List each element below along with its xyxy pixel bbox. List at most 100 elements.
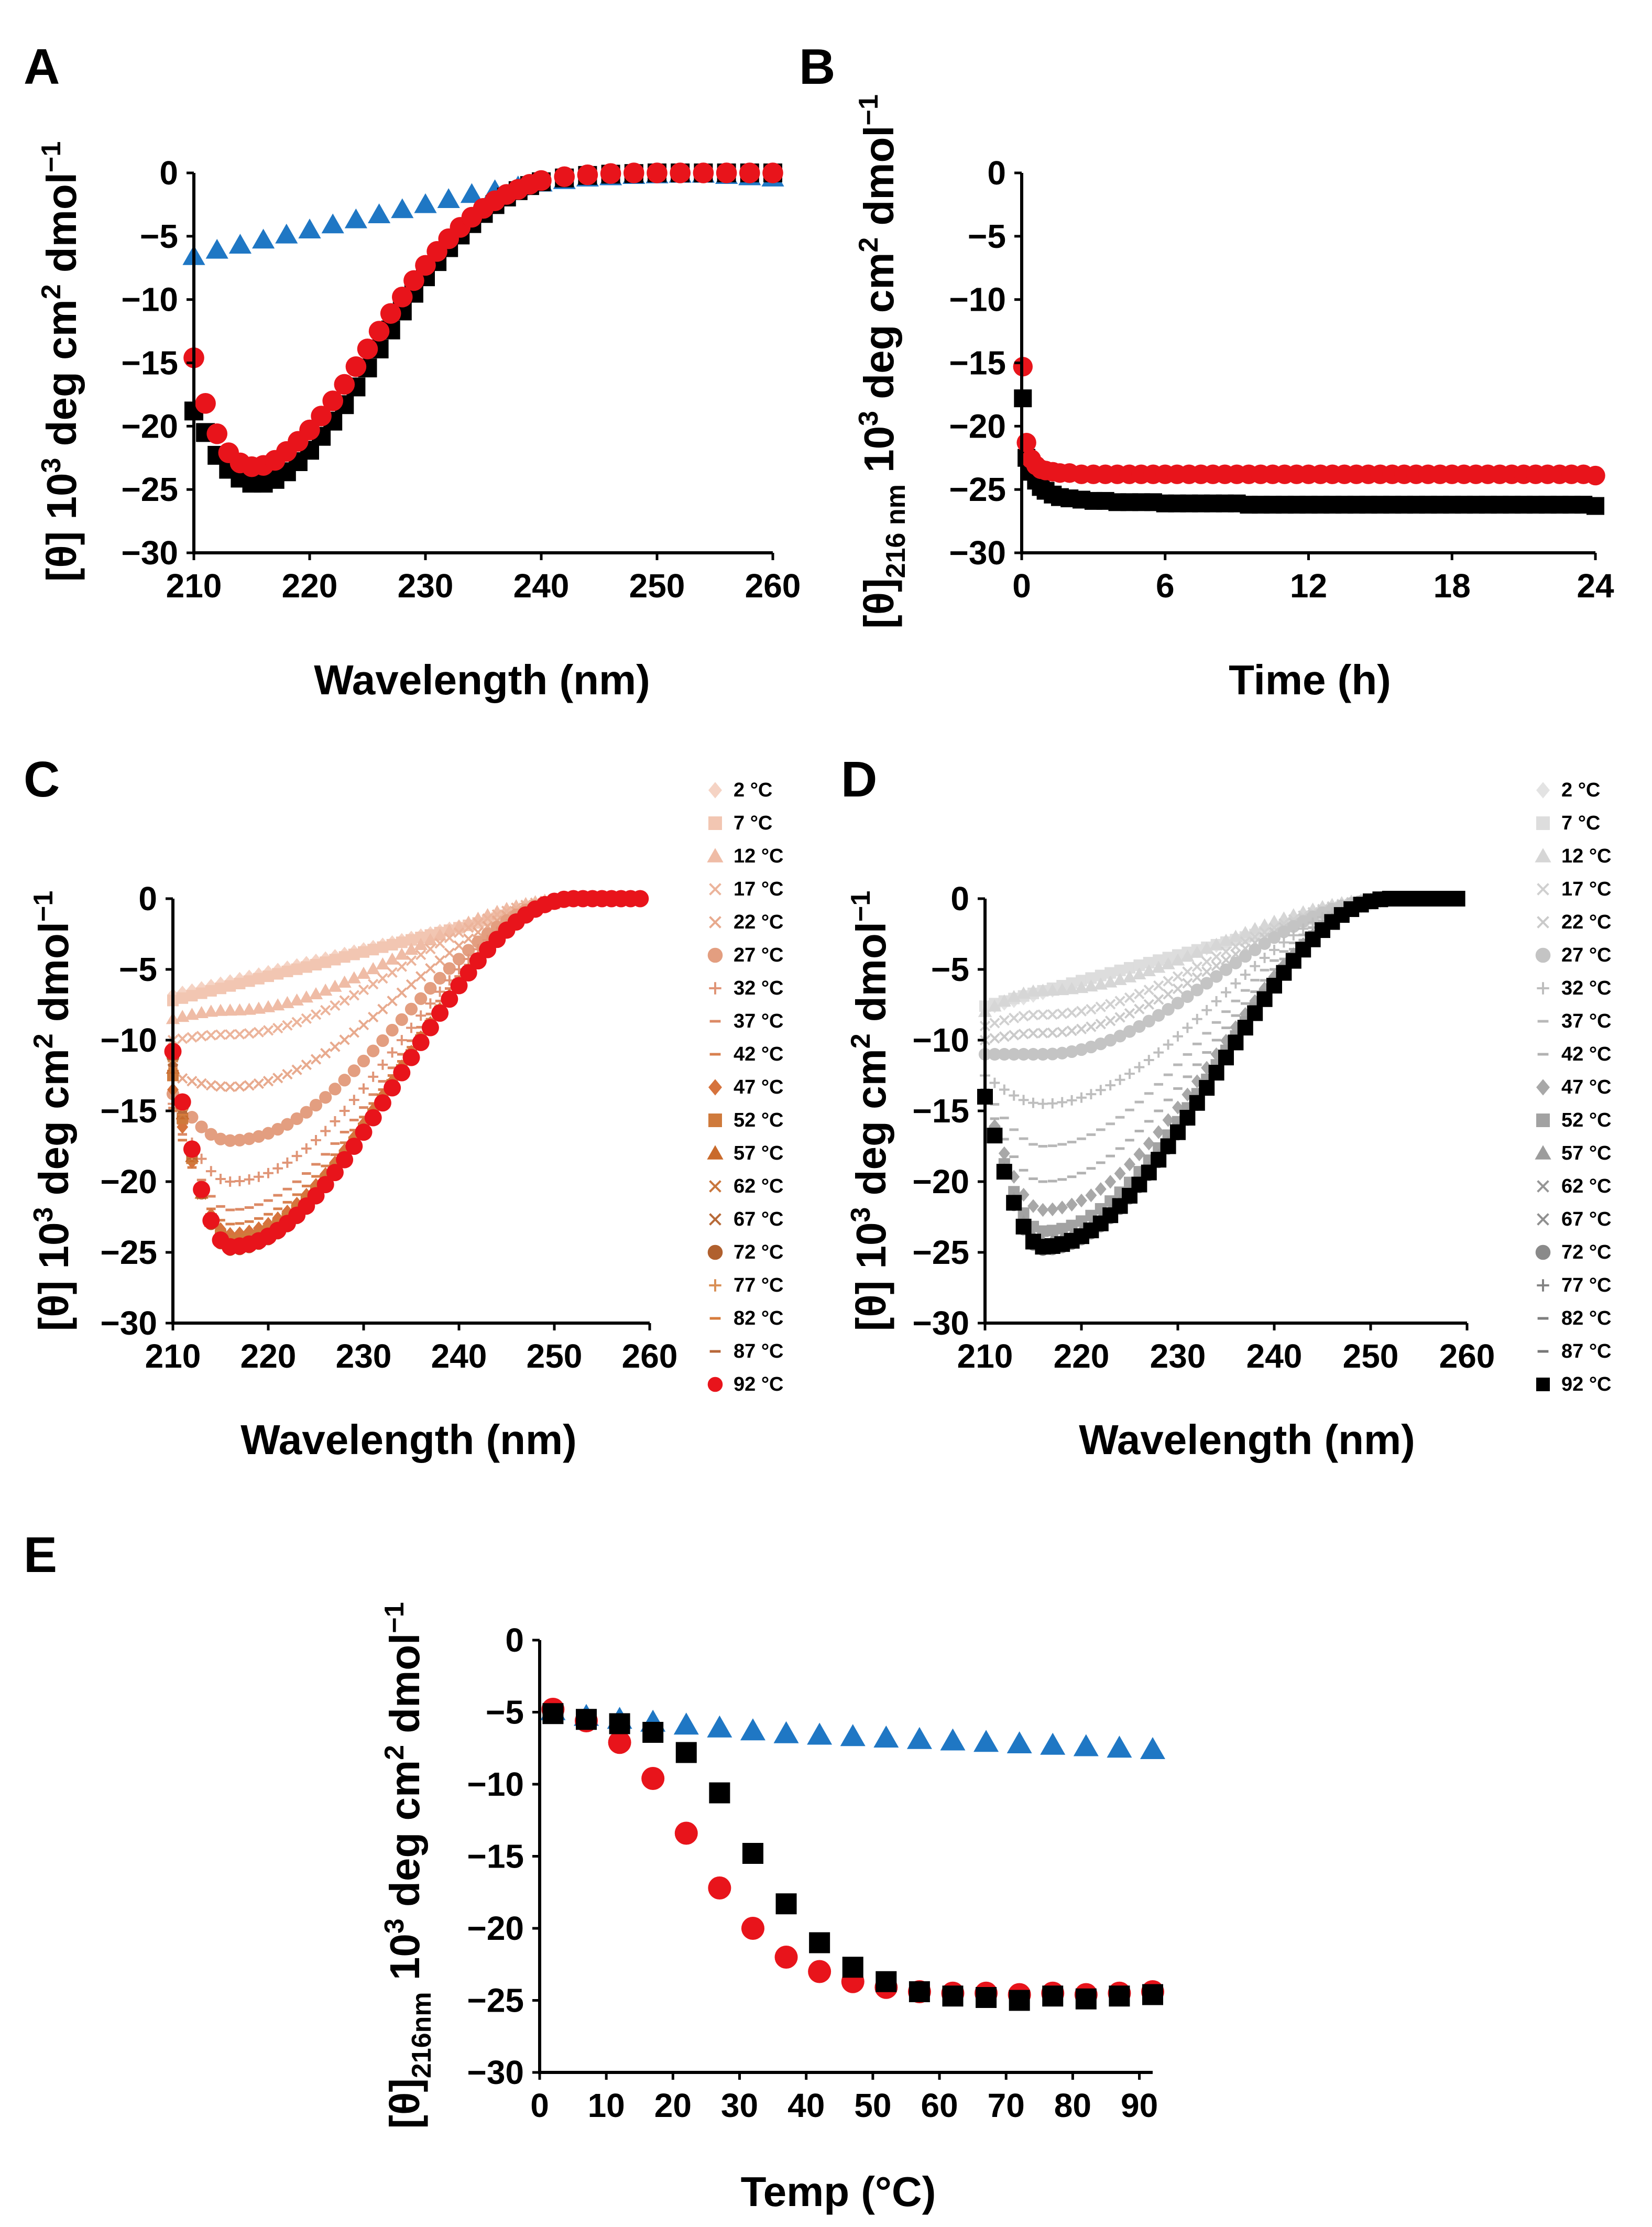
data-point-c-5	[204, 1128, 217, 1141]
data-point-black-square	[909, 1981, 930, 2002]
units-ten: 10	[38, 473, 85, 520]
theta-symbol: [θ]	[848, 1281, 894, 1331]
data-point-d-18	[987, 1128, 1003, 1144]
data-point-d-3	[1095, 1001, 1107, 1012]
data-point-c-4	[291, 1064, 302, 1075]
data-point-d-3	[1172, 971, 1184, 982]
data-point-d-4	[989, 1033, 1000, 1044]
data-point-blue-triangle	[391, 198, 414, 219]
data-point-d-5	[1181, 990, 1194, 1003]
data-point-c-18	[441, 990, 458, 1008]
data-point-d-9	[1076, 1193, 1087, 1208]
data-point-d-3	[1201, 956, 1212, 967]
legend-label: 47 °C	[1561, 1076, 1611, 1098]
data-point-d-2	[1132, 967, 1146, 980]
theta-symbol: [θ]	[856, 578, 902, 629]
data-point-d-5	[1008, 1047, 1021, 1061]
data-point-black-square	[642, 1722, 664, 1743]
data-point-d-18	[1449, 891, 1465, 907]
data-point-c-4	[348, 1027, 360, 1038]
data-point-red-circle	[403, 270, 424, 291]
data-point-c-18	[631, 890, 649, 908]
x-tick-label: 250	[527, 1337, 583, 1375]
data-point-red-circle	[311, 406, 332, 427]
panel-b-y-ticks: 0 −5 −10 −15 −20 −25 −30	[949, 154, 1022, 572]
y-tick-label: −5	[968, 217, 1006, 255]
panel-e-y-label: [θ]216nm 103 deg cm2 dmol−1	[379, 1602, 437, 2128]
y-tick-label: −20	[467, 1909, 524, 1947]
legend-label: 42 °C	[1561, 1043, 1611, 1065]
legend-swatch	[707, 1145, 724, 1160]
data-point-d-5	[998, 1047, 1011, 1061]
data-point-d-9	[1095, 1182, 1107, 1196]
data-point-d-3	[1153, 980, 1164, 991]
data-point-d-1	[1114, 964, 1126, 976]
legend-swatch	[1537, 916, 1549, 929]
data-point-c-1	[224, 980, 236, 992]
data-point-c-3	[339, 995, 350, 1006]
data-point-c-1	[243, 975, 255, 987]
data-point-d-6	[1182, 1022, 1193, 1033]
data-point-d-3	[1018, 1011, 1029, 1022]
data-point-red-circle	[641, 1767, 665, 1790]
data-point-c-18	[355, 1123, 373, 1141]
data-point-d-5	[1287, 920, 1300, 933]
y-tick-label: 0	[505, 1621, 524, 1659]
data-point-d-6	[1269, 944, 1279, 955]
panel-d-legend: 2 °C 7 °C 12 °C 17 °C 22 °C 27 °C 32 °C 37 °C 42…	[1535, 779, 1611, 1395]
data-point-d-10	[1046, 1225, 1058, 1237]
x-tick-label: 24	[1577, 567, 1614, 605]
legend-swatch	[1536, 1378, 1550, 1391]
data-point-d-3	[1134, 988, 1145, 1000]
data-point-c-18	[393, 1064, 411, 1082]
panel-label-d: D	[841, 751, 877, 807]
units-exp-neg1: −1	[854, 94, 884, 125]
legend-label: 17 °C	[1561, 878, 1611, 900]
legend-swatch	[708, 782, 722, 799]
data-point-d-3	[1076, 1006, 1087, 1017]
data-point-c-3	[444, 932, 455, 944]
data-point-d-5	[1046, 1047, 1059, 1061]
legend-swatch	[1537, 1279, 1549, 1292]
data-point-c-5	[433, 971, 446, 985]
data-point-c-2	[404, 943, 419, 955]
data-point-d-6	[1086, 1089, 1097, 1100]
data-point-c-5	[290, 1112, 303, 1126]
data-point-c-18	[421, 1019, 439, 1036]
legend-swatch	[1535, 947, 1551, 963]
theta-symbol: [θ]	[381, 2078, 428, 2129]
data-point-c-4	[224, 1081, 236, 1093]
data-point-red-circle	[554, 166, 575, 188]
panel-a-x-ticks: 210 220 230 240 250 260	[166, 553, 801, 605]
legend-label: 67 °C	[1561, 1208, 1611, 1230]
data-point-blue-triangle	[840, 1724, 866, 1746]
data-point-c-18	[384, 1079, 401, 1097]
data-point-red-circle	[195, 393, 216, 414]
panel-label-a: A	[24, 39, 60, 95]
data-point-red-circle	[368, 321, 390, 342]
data-point-c-3	[244, 1028, 255, 1039]
data-point-blue-triangle	[298, 219, 321, 238]
data-point-black-square	[709, 1782, 730, 1804]
panel-a-x-label: Wavelength (nm)	[314, 657, 650, 703]
data-point-d-9	[1153, 1125, 1165, 1139]
data-point-d-18	[1237, 1020, 1253, 1036]
data-point-d-6	[1095, 1085, 1106, 1096]
data-point-c-6	[377, 1059, 388, 1070]
data-point-c-18	[326, 1164, 344, 1182]
panel-c-y-label: [θ] 103 deg cm2 dmol−1	[28, 891, 77, 1331]
data-point-d-2	[1219, 933, 1233, 946]
data-point-d-9	[1124, 1157, 1135, 1172]
data-point-c-6	[234, 1176, 245, 1186]
data-point-d-6	[989, 1077, 1000, 1088]
data-point-d-4	[1143, 999, 1155, 1010]
data-point-blue-triangle	[707, 1715, 732, 1738]
data-point-d-18	[1208, 1065, 1224, 1081]
data-point-d-6	[1124, 1068, 1135, 1079]
data-point-d-4	[1086, 1021, 1097, 1032]
data-point-d-3	[1047, 1009, 1058, 1020]
data-point-c-2	[423, 933, 437, 945]
data-point-d-2	[1026, 984, 1041, 997]
x-tick-label: 240	[431, 1337, 487, 1375]
data-point-c-5	[195, 1120, 208, 1133]
